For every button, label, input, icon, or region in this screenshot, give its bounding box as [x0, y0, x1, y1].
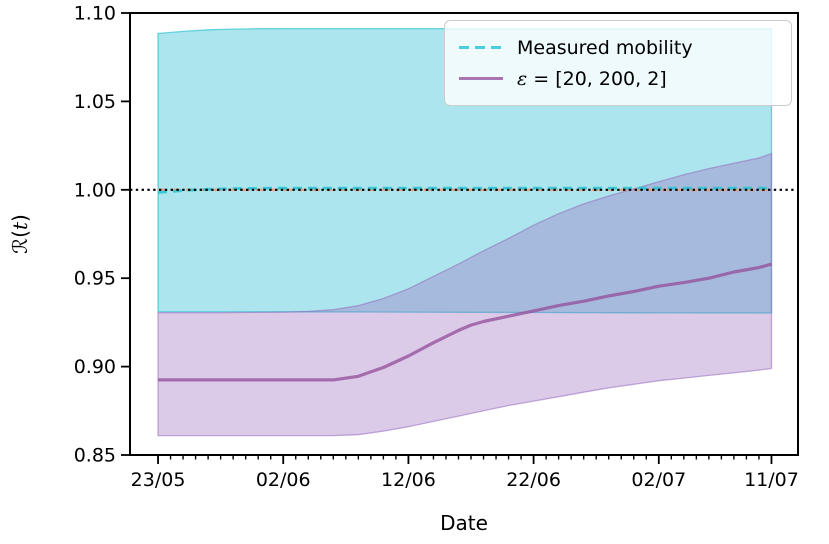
legend: Measured mobility ε = [20, 200, 2]: [444, 20, 792, 106]
legend-solid-line-sample: [459, 76, 503, 81]
y-tick-label: 1.10: [74, 3, 116, 25]
legend-dashed-line-sample: [459, 45, 503, 50]
x-tick-label: 11/07: [744, 469, 799, 491]
x-axis-label: Date: [440, 511, 488, 535]
x-tick-label: 22/06: [506, 469, 561, 491]
line-measured-mobility-median: [157, 186, 772, 194]
y-axis-label: ℛ(t): [8, 214, 32, 254]
y-tick-label: 0.95: [74, 268, 116, 290]
y-tick-label: 1.05: [74, 91, 116, 113]
legend-epsilon-symbol: ε: [517, 67, 528, 90]
legend-item-epsilon: ε = [20, 200, 2]: [459, 68, 779, 90]
legend-label-epsilon: ε = [20, 200, 2]: [517, 68, 667, 90]
y-tick-label: 0.85: [74, 445, 116, 467]
line-epsilon-median: [158, 262, 772, 382]
x-tick-label: 12/06: [381, 469, 436, 491]
y-tick-label: 1.00: [74, 179, 116, 201]
x-tick-label: 23/05: [131, 469, 186, 491]
axes-frame: [129, 12, 799, 456]
band-epsilon-band: [157, 152, 773, 437]
legend-epsilon-values: = [20, 200, 2]: [527, 67, 667, 90]
y-axis-label-var: t: [8, 222, 32, 231]
y-axis-label-post: ): [8, 214, 32, 222]
legend-label-measured-mobility: Measured mobility: [517, 36, 693, 59]
y-axis-label-pre: ℛ(: [8, 230, 32, 254]
x-tick-label: 02/07: [631, 469, 686, 491]
y-tick-label: 0.90: [74, 356, 116, 378]
legend-item-measured-mobility: Measured mobility: [459, 37, 779, 59]
x-tick-label: 02/06: [256, 469, 311, 491]
